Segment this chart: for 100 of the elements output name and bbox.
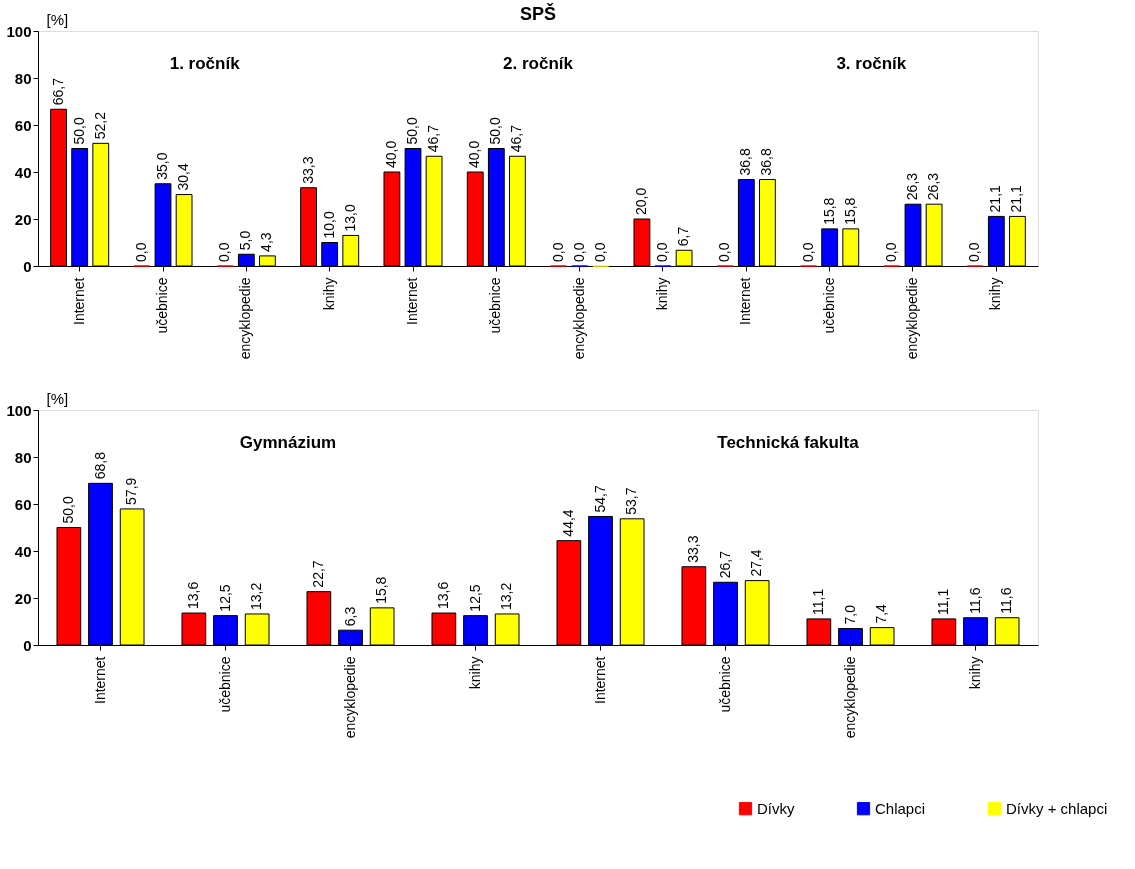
data-label: 4,3 bbox=[258, 232, 275, 252]
data-label: 6,7 bbox=[675, 226, 692, 247]
data-label: 54,7 bbox=[591, 484, 608, 513]
data-label: 27,4 bbox=[748, 549, 765, 577]
y-tick-label: 80 bbox=[14, 69, 32, 87]
data-label: 0,0 bbox=[716, 242, 733, 262]
x-tick-label: encyklopedie bbox=[904, 277, 920, 360]
y-tick-label: 20 bbox=[14, 589, 32, 607]
data-label: 0,0 bbox=[799, 242, 816, 262]
data-label: 11,1 bbox=[934, 588, 951, 615]
x-tick-label: učebnice bbox=[716, 656, 733, 713]
data-label: 5,0 bbox=[237, 230, 254, 251]
data-label: 44,4 bbox=[559, 509, 576, 537]
x-tick-label: encyklopedie bbox=[570, 277, 587, 360]
x-tick-label: učebnice bbox=[216, 656, 233, 713]
x-tick-label: učebnice bbox=[820, 277, 837, 334]
x-tick-label: učebnice bbox=[154, 277, 170, 334]
data-label: 6,3 bbox=[341, 606, 358, 627]
annotation: 1. ročník bbox=[169, 53, 241, 73]
data-label: 0,0 bbox=[549, 242, 566, 262]
data-label: 0,0 bbox=[132, 242, 149, 262]
legend-label: Dívky + chlapci bbox=[1006, 799, 1108, 817]
data-label: 36,8 bbox=[737, 148, 754, 176]
data-label: 0,0 bbox=[654, 242, 670, 262]
data-label: 40,0 bbox=[382, 140, 399, 168]
data-label: 53,7 bbox=[623, 487, 640, 515]
x-tick-label: knihy bbox=[966, 656, 983, 690]
data-label: 11,6 bbox=[966, 587, 983, 614]
x-tick-label: encyklopedie bbox=[841, 656, 858, 739]
data-label: 7,4 bbox=[873, 603, 890, 624]
data-label: 26,3 bbox=[925, 172, 942, 201]
data-label: 50,0 bbox=[404, 117, 420, 145]
data-label: 11,6 bbox=[998, 587, 1015, 614]
annotation: Technická fakulta bbox=[717, 432, 860, 452]
data-label: 11,1 bbox=[809, 588, 826, 615]
data-label: 12,5 bbox=[216, 584, 233, 612]
data-label: 15,8 bbox=[820, 197, 837, 225]
legend-label: Chlapci bbox=[875, 799, 926, 817]
x-tick-label: knihy bbox=[320, 277, 337, 311]
y-tick-label: 100 bbox=[6, 401, 32, 419]
x-tick-label: encyklopedie bbox=[237, 277, 254, 360]
data-label: 46,7 bbox=[508, 124, 525, 153]
data-label: 50,0 bbox=[70, 117, 87, 145]
annotation: 2. ročník bbox=[503, 53, 574, 73]
y-tick-label: 40 bbox=[14, 163, 32, 181]
x-tick-label: knihy bbox=[987, 277, 1004, 311]
data-label: 50,0 bbox=[59, 496, 76, 524]
y-axis-title: [%] bbox=[46, 389, 69, 407]
y-tick-label: 0 bbox=[23, 636, 32, 654]
y-tick-label: 40 bbox=[14, 542, 32, 560]
data-label: 13,2 bbox=[248, 582, 265, 610]
data-label: 15,8 bbox=[841, 197, 858, 225]
x-tick-label: Internet bbox=[404, 277, 420, 325]
data-label: 26,3 bbox=[904, 172, 920, 201]
data-label: 57,9 bbox=[123, 477, 140, 505]
data-label: 68,8 bbox=[91, 451, 108, 480]
annotation: Gymnázium bbox=[239, 432, 337, 452]
data-label: 15,8 bbox=[373, 576, 390, 604]
data-label: 30,4 bbox=[175, 163, 192, 191]
data-label: 12,5 bbox=[466, 584, 483, 612]
x-tick-label: Internet bbox=[591, 656, 608, 704]
data-label: 40,0 bbox=[466, 140, 483, 168]
x-tick-label: Internet bbox=[91, 656, 108, 704]
y-tick-label: 0 bbox=[23, 257, 32, 275]
data-label: 13,6 bbox=[434, 581, 451, 610]
data-label: 21,1 bbox=[987, 184, 1004, 213]
data-label: 52,2 bbox=[91, 111, 108, 140]
data-label: 0,0 bbox=[966, 242, 983, 262]
data-label: 66,7 bbox=[49, 77, 66, 106]
data-label: 20,0 bbox=[632, 187, 649, 215]
data-label: 0,0 bbox=[591, 242, 608, 262]
data-label: 22,7 bbox=[309, 560, 326, 588]
x-tick-label: knihy bbox=[654, 277, 670, 311]
data-label: 0,0 bbox=[570, 242, 587, 262]
data-label: 7,0 bbox=[841, 604, 858, 625]
data-label: 36,8 bbox=[758, 148, 775, 176]
x-tick-label: Internet bbox=[70, 277, 87, 325]
x-tick-label: knihy bbox=[466, 656, 483, 690]
y-axis-title: [%] bbox=[46, 10, 69, 28]
data-label: 46,7 bbox=[425, 124, 442, 153]
y-tick-label: 60 bbox=[14, 116, 32, 134]
data-label: 35,0 bbox=[154, 152, 170, 180]
data-label: 33,3 bbox=[299, 156, 316, 184]
data-label: 21,1 bbox=[1008, 184, 1025, 213]
data-label: 13,0 bbox=[341, 203, 358, 232]
data-label: 50,0 bbox=[487, 117, 504, 145]
data-label: 33,3 bbox=[684, 535, 701, 563]
y-tick-label: 100 bbox=[6, 22, 32, 40]
data-label: 13,2 bbox=[498, 582, 515, 610]
data-label: 10,0 bbox=[320, 211, 337, 239]
y-tick-label: 80 bbox=[14, 448, 32, 466]
data-label: 0,0 bbox=[216, 242, 233, 262]
data-label: 26,7 bbox=[716, 550, 733, 579]
x-tick-label: encyklopedie bbox=[341, 656, 358, 739]
x-tick-label: Internet bbox=[737, 277, 754, 325]
data-label: 0,0 bbox=[882, 242, 899, 262]
chart-title: SPŠ bbox=[519, 3, 557, 24]
legend-label: Dívky bbox=[757, 799, 795, 817]
y-tick-label: 20 bbox=[14, 210, 32, 228]
data-label: 13,6 bbox=[184, 581, 201, 610]
